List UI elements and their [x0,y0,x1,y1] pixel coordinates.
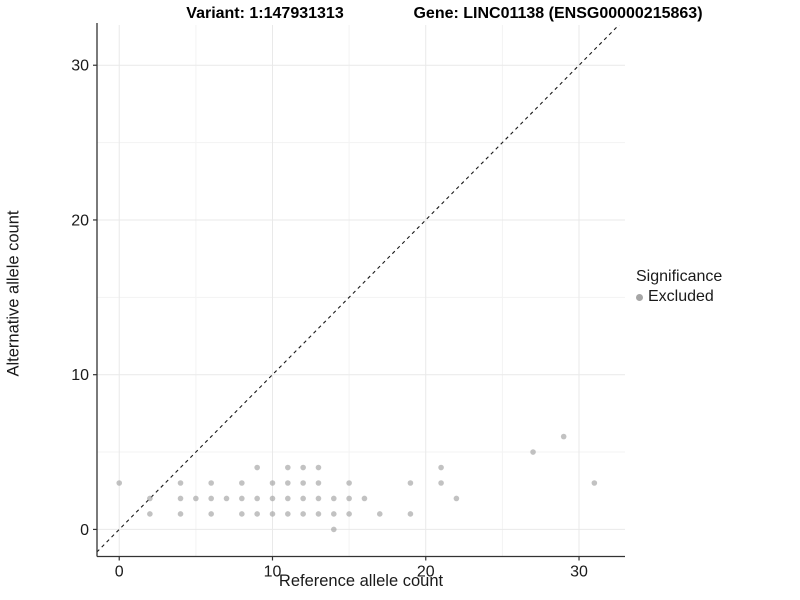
data-point [177,480,184,486]
data-point [376,511,383,517]
y-axis-label: Alternative allele count [4,210,23,377]
x-axis-label: Reference allele count [278,572,444,590]
legend-entry-excluded: Excluded [636,288,722,306]
data-point [407,480,414,486]
data-point [285,464,291,471]
data-point [269,495,276,502]
y-tick-label: 20 [71,212,89,229]
identity-line [97,25,620,553]
data-point [193,495,199,502]
data-point [407,511,414,517]
legend-entry-label: Excluded [648,288,714,305]
data-point [285,511,291,517]
data-point [177,511,184,517]
data-point [177,495,184,502]
data-point [315,495,322,502]
data-point [208,495,214,502]
gene-title: Gene: LINC01138 (ENSG00000215863) [413,5,703,22]
data-point [208,511,214,517]
data-point [346,495,352,502]
data-point [330,511,337,517]
x-tick-label: 0 [115,564,124,581]
legend: Significance Excluded [636,268,722,306]
x-tick-label: 10 [264,564,282,581]
data-point [147,495,153,502]
data-point [438,464,444,471]
data-point [591,480,598,486]
data-point [116,480,123,486]
y-tick-label: 0 [80,522,89,539]
data-point [330,495,337,502]
data-point [315,480,322,486]
data-point [269,511,276,517]
data-point [315,464,322,471]
data-point [300,480,306,486]
data-point [254,511,260,517]
data-point [223,495,230,502]
data-point [315,511,322,517]
data-point [285,495,291,502]
data-point [285,480,291,486]
data-point [208,480,214,486]
data-point [361,495,368,502]
data-point [346,511,352,517]
data-point [239,495,245,502]
x-tick-label: 30 [570,564,588,581]
data-point [254,464,260,471]
x-tick-label: 20 [417,564,435,581]
data-point [453,495,460,502]
data-point [147,511,153,517]
data-point [269,480,276,486]
data-point [300,511,306,517]
legend-title: Significance [636,268,723,285]
data-point [438,480,444,486]
data-point [239,511,245,517]
data-point [346,480,352,486]
variant-title: Variant: 1:147931313 [186,5,344,22]
y-tick-label: 10 [71,367,89,384]
data-point [300,495,306,502]
excluded-point-icon [636,293,643,301]
y-tick-label: 30 [71,58,89,75]
data-point [239,480,245,486]
data-point [530,449,536,455]
data-point [254,495,260,502]
data-point [300,464,306,471]
data-point [330,526,337,533]
data-point [560,433,567,440]
